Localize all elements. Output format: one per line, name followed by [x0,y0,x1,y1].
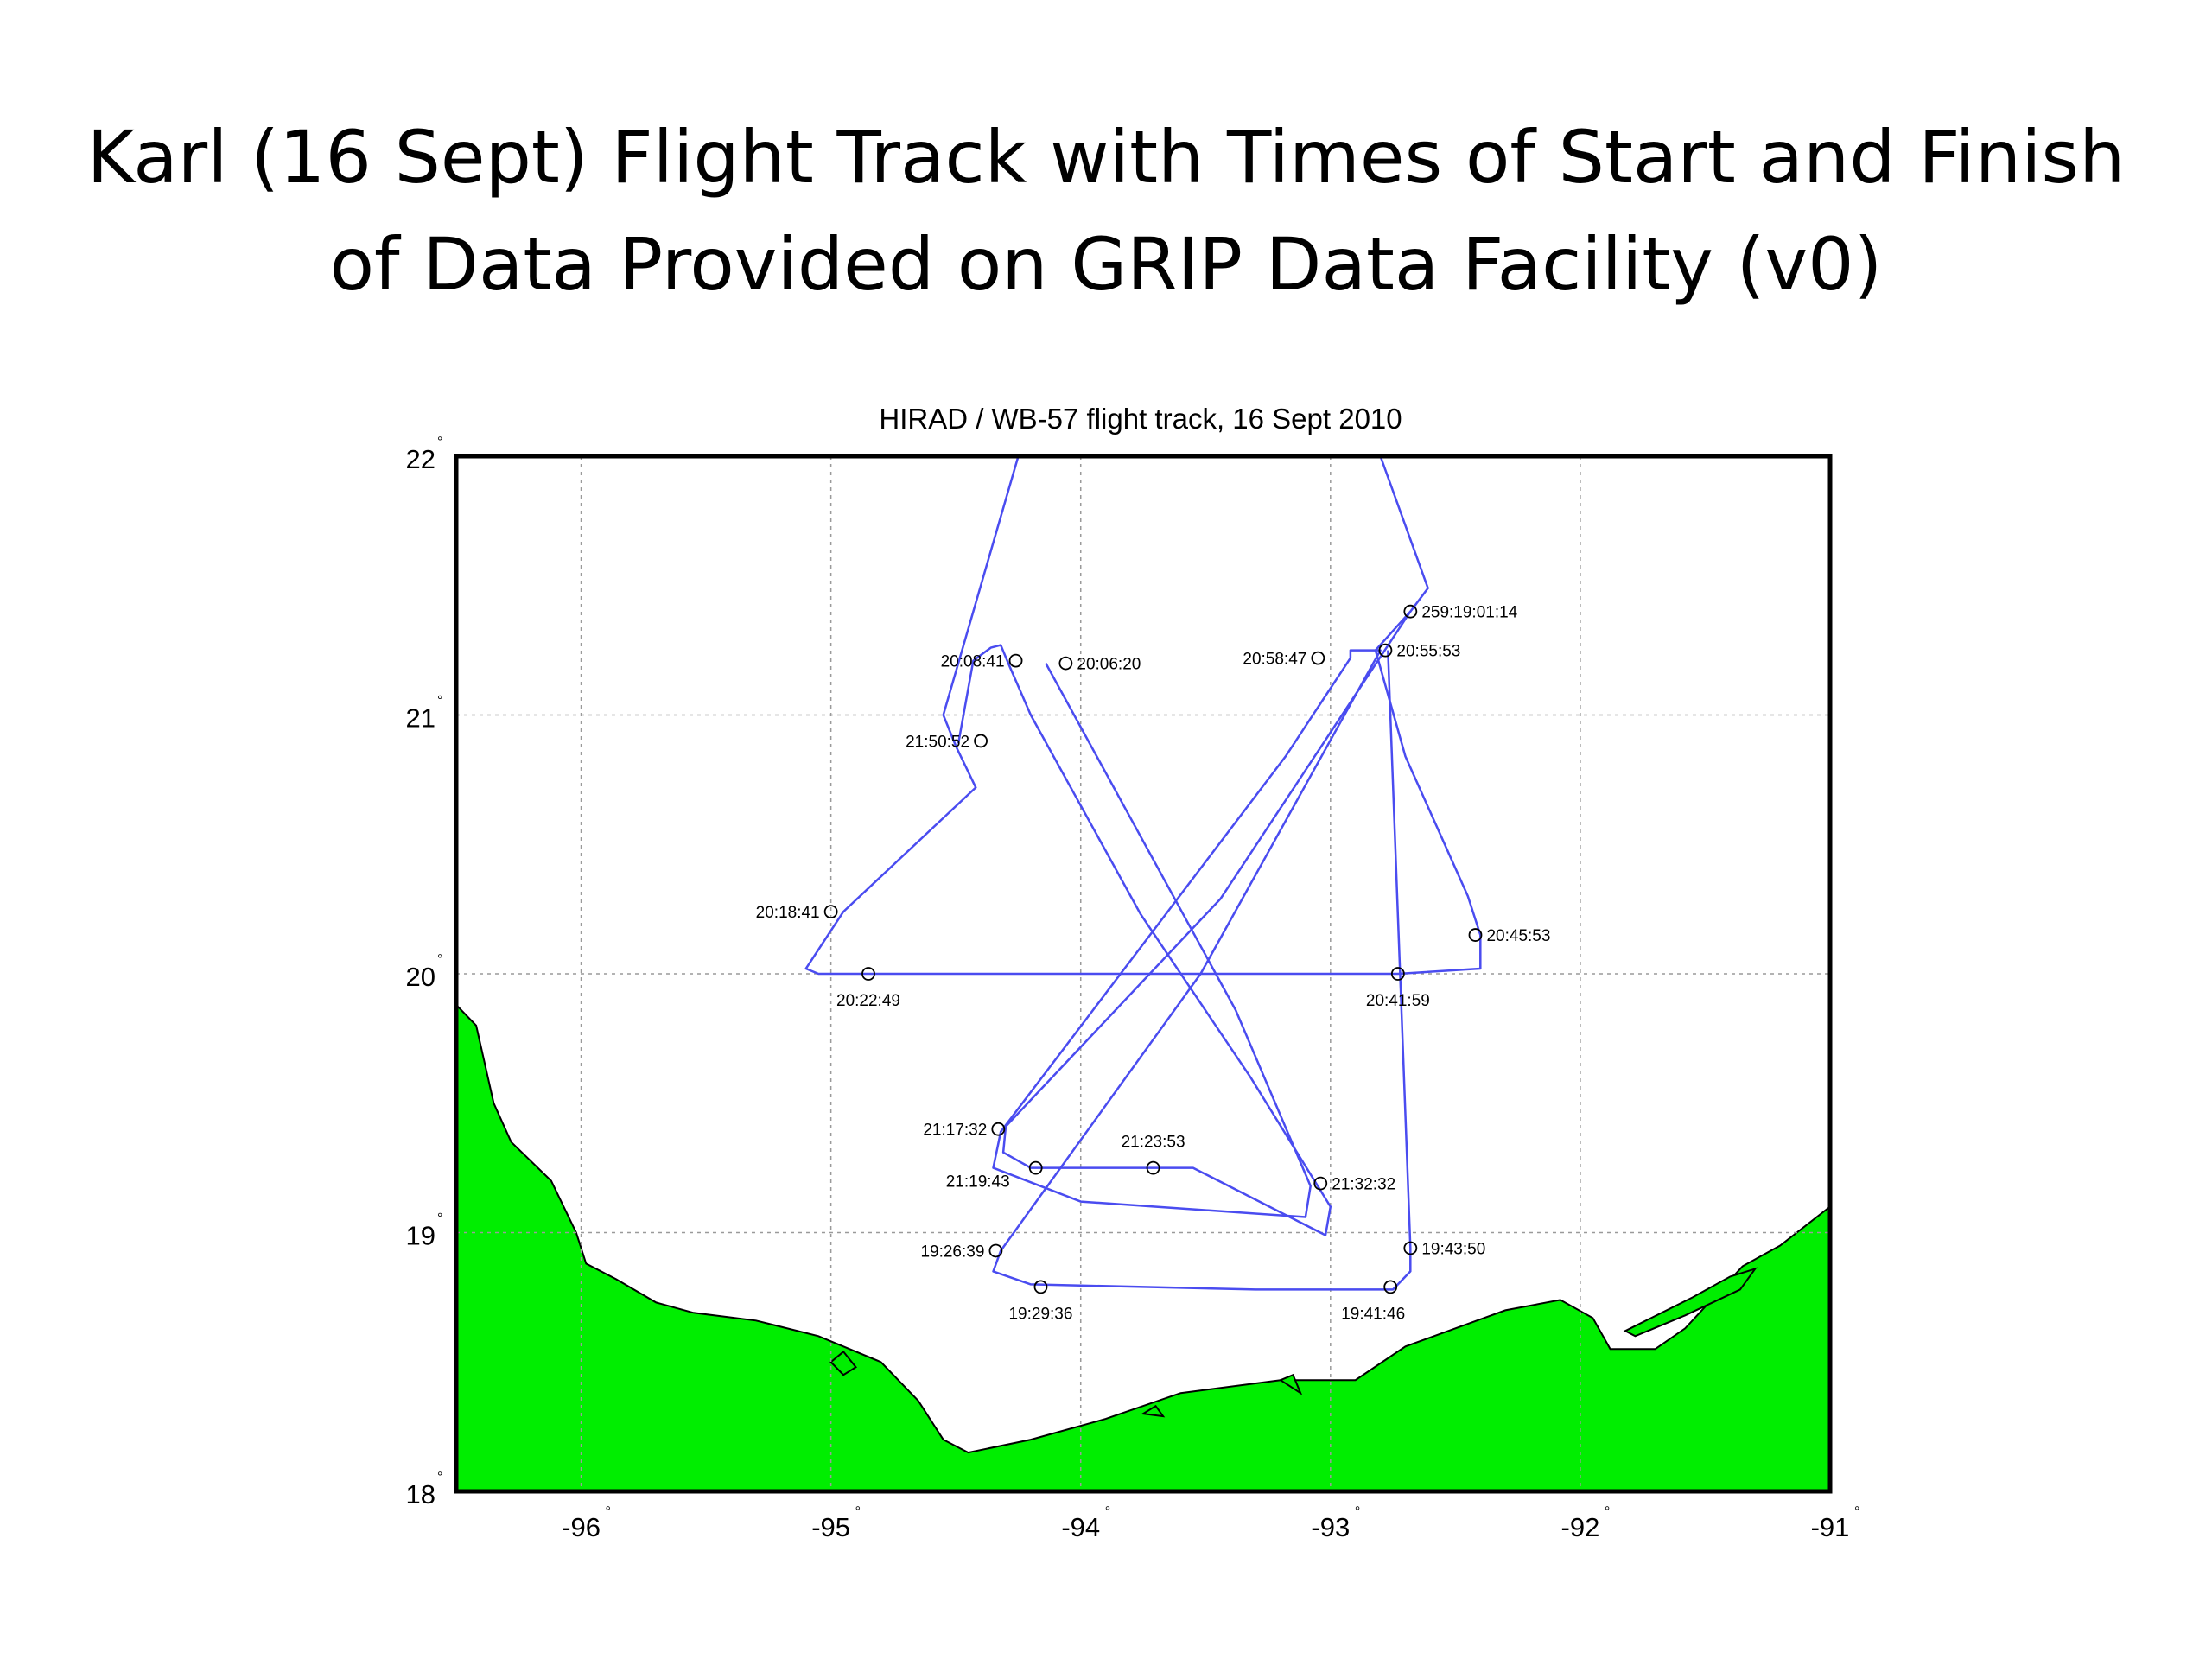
x-tick-degree: ° [606,1504,611,1519]
waypoint-label: 21:19:43 [946,1173,1010,1192]
land-island-0 [1623,1267,1758,1338]
waypoint-marker [974,734,988,748]
y-tick-degree: ° [437,1470,442,1484]
waypoint-label: 20:06:20 [1077,656,1141,674]
waypoint-label: 21:32:32 [1332,1176,1395,1194]
y-tick-degree: ° [437,694,442,709]
x-tick-degree: ° [1605,1504,1610,1519]
x-tick-label: -94 [1061,1512,1100,1542]
waypoint-marker [1028,1160,1043,1175]
y-tick-label: 21 [406,703,435,734]
x-tick-label: -92 [1561,1512,1600,1542]
waypoint-label: 21:17:32 [923,1122,987,1140]
waypoint-label: 19:43:50 [1421,1240,1485,1258]
waypoint-label: 20:45:53 [1486,927,1550,945]
y-tick-degree: ° [437,435,442,449]
waypoint-marker [1311,651,1325,665]
plot-title: HIRAD / WB-57 flight track, 16 Sept 2010 [879,403,1402,435]
slide-title: Karl (16 Sept) Flight Track with Times o… [0,104,2212,318]
waypoint-marker [1390,967,1405,981]
waypoint-marker [823,905,838,919]
waypoint-marker [1468,928,1483,942]
waypoint-label: 19:29:36 [1008,1305,1072,1323]
land-island-3 [1278,1373,1303,1395]
waypoint-marker [1378,643,1393,658]
x-tick-label: -96 [562,1512,601,1542]
y-tick-degree: ° [437,952,442,967]
axes: -96°-95°-94°-93°-92°-91°18°19°20°21°22° [406,435,1860,1542]
waypoint-label: 19:26:39 [920,1243,984,1261]
land-layer [456,1003,1830,1491]
land-mainland [456,1003,1830,1491]
waypoint-marker [1008,653,1023,668]
waypoint-label: 21:23:53 [1122,1134,1185,1152]
waypoint-label: 20:22:49 [836,992,900,1010]
waypoint-marker [1146,1160,1160,1175]
track-segment-1 [957,611,1412,1236]
x-tick-label: -91 [1811,1512,1850,1542]
waypoint-marker [1403,604,1418,619]
waypoint-marker [1313,1176,1328,1191]
waypoint-label: 20:55:53 [1396,643,1460,661]
slide-title-line-2: of Data Provided on GRIP Data Facility (… [329,222,1883,307]
waypoint-marker [1383,1280,1398,1294]
y-tick-degree: ° [437,1211,442,1226]
slide-title-line-1: Karl (16 Sept) Flight Track with Times o… [86,115,2126,200]
waypoint-label: 20:18:41 [756,904,820,922]
waypoint-label: 21:50:52 [906,733,969,751]
land-island-1 [830,1350,857,1376]
land-island-2 [1141,1404,1166,1418]
x-tick-degree: ° [1854,1504,1859,1519]
waypoints: 259:19:01:14 20:55:53 20:58:47 20:08:41 20:0… [756,604,1551,1324]
waypoint-label: 259:19:01:14 [1421,604,1517,622]
waypoint-marker [988,1243,1003,1258]
waypoint-marker [1403,1241,1418,1255]
y-tick-label: 19 [406,1221,435,1251]
x-tick-label: -93 [1311,1512,1350,1542]
x-tick-label: -95 [811,1512,850,1542]
y-tick-label: 18 [406,1479,435,1510]
track-segment-0 [804,456,1482,976]
x-tick-degree: ° [855,1504,861,1519]
track-segment-2 [992,649,1412,1291]
waypoint-label: 20:08:41 [941,653,1005,671]
flight-track [804,456,1482,1291]
waypoint-marker [861,967,875,981]
waypoint-label: 19:41:46 [1341,1305,1405,1323]
waypoint-marker [991,1122,1006,1136]
waypoint-marker [1058,656,1073,671]
y-tick-label: 20 [406,962,435,992]
x-tick-degree: ° [1105,1504,1110,1519]
y-tick-label: 22 [406,444,435,474]
waypoint-marker [1033,1280,1048,1294]
waypoint-label: 20:41:59 [1366,992,1430,1010]
waypoint-label: 20:58:47 [1243,651,1306,669]
x-tick-degree: ° [1355,1504,1360,1519]
plot-frame [454,454,1833,1494]
